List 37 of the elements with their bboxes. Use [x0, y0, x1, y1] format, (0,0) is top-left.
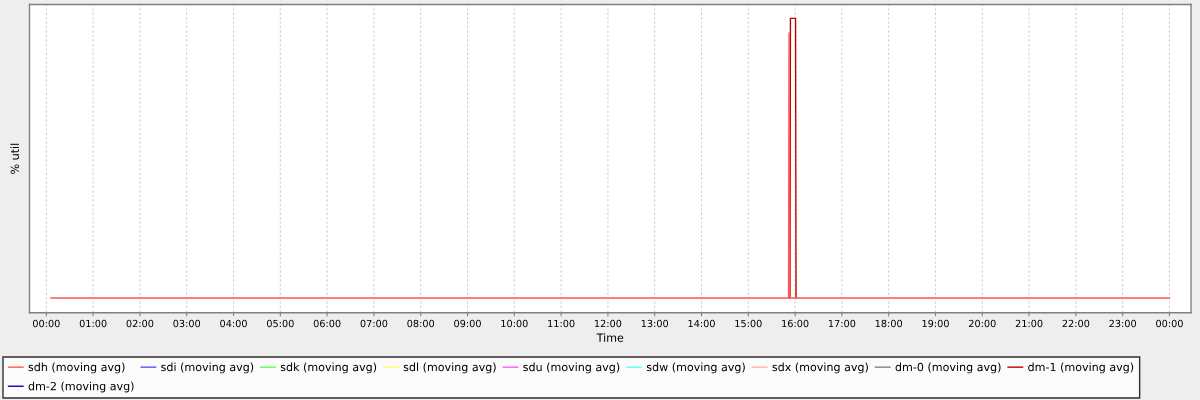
legend-label: sdx (moving avg): [772, 362, 868, 374]
x-tick-label: 15:00: [735, 319, 762, 328]
legend-label: dm-2 (moving avg): [28, 381, 134, 393]
x-tick-label: 04:00: [220, 319, 247, 328]
legend-label: sdw (moving avg): [646, 362, 745, 374]
x-axis-title: Time: [596, 333, 624, 342]
legend-label: sdu (moving avg): [523, 362, 620, 374]
y-axis-title: % util: [10, 143, 20, 174]
x-tick-label: 22:00: [1062, 319, 1090, 328]
x-tick-label: 02:00: [126, 319, 154, 328]
x-tick-label: 08:00: [407, 319, 435, 328]
x-tick-label: 13:00: [641, 319, 669, 328]
x-tick-label: 18:00: [875, 319, 903, 328]
x-tick-label: 23:00: [1109, 319, 1137, 328]
x-tick-label: 07:00: [360, 319, 388, 328]
x-tick-label: 00:00: [32, 319, 60, 328]
legend-label: sdl (moving avg): [403, 362, 496, 374]
x-tick-label: 17:00: [828, 319, 856, 328]
x-tick-label: 06:00: [313, 319, 341, 328]
x-tick-label: 21:00: [1015, 319, 1043, 328]
x-tick-label: 14:00: [688, 319, 715, 328]
x-tick-label: 16:00: [782, 319, 809, 328]
x-tick-label: 09:00: [454, 319, 481, 328]
x-tick-label: 03:00: [173, 319, 201, 328]
x-tick-label: 00:00: [1156, 319, 1183, 328]
legend-label: sdk (moving avg): [280, 362, 377, 374]
legend-label: dm-0 (moving avg): [895, 362, 1001, 374]
x-tick-label: 10:00: [501, 319, 528, 328]
x-tick-label: 12:00: [594, 319, 622, 328]
x-tick-label: 05:00: [266, 319, 294, 328]
x-tick-label: 19:00: [922, 319, 949, 328]
x-tick-label: 01:00: [79, 319, 107, 328]
x-tick-label: 11:00: [548, 319, 575, 328]
legend-label: sdi (moving avg): [161, 362, 254, 374]
legend-label: dm-1 (moving avg): [1028, 362, 1134, 374]
x-tick-label: 20:00: [968, 319, 996, 328]
legend-label: sdh (moving avg): [28, 362, 125, 374]
